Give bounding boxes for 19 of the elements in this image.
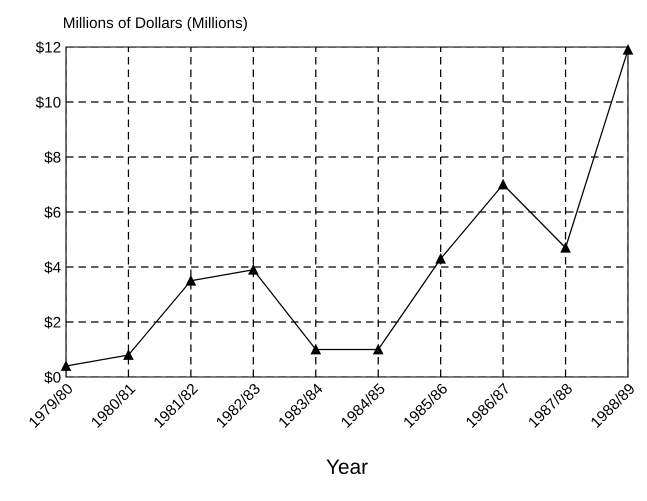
point <box>124 350 134 360</box>
y-tick-label: $2 <box>44 316 60 329</box>
y-tick-label: $6 <box>44 206 60 219</box>
point <box>310 344 321 354</box>
y-tick-label: $12 <box>36 41 60 54</box>
y-tick-label: $10 <box>36 96 61 109</box>
x-axis-title: Year <box>326 460 368 474</box>
point <box>248 264 258 275</box>
y-tick-label: $8 <box>44 151 60 164</box>
point <box>560 242 570 253</box>
point <box>436 254 446 264</box>
point <box>498 180 508 190</box>
y-axis-title: Millions of Dollars (Millions) <box>64 16 247 32</box>
point <box>186 276 196 286</box>
point <box>623 44 633 55</box>
y-tick-label: $0 <box>44 371 61 384</box>
point <box>61 361 71 371</box>
y-tick-label: $4 <box>44 261 61 274</box>
point <box>373 344 384 354</box>
